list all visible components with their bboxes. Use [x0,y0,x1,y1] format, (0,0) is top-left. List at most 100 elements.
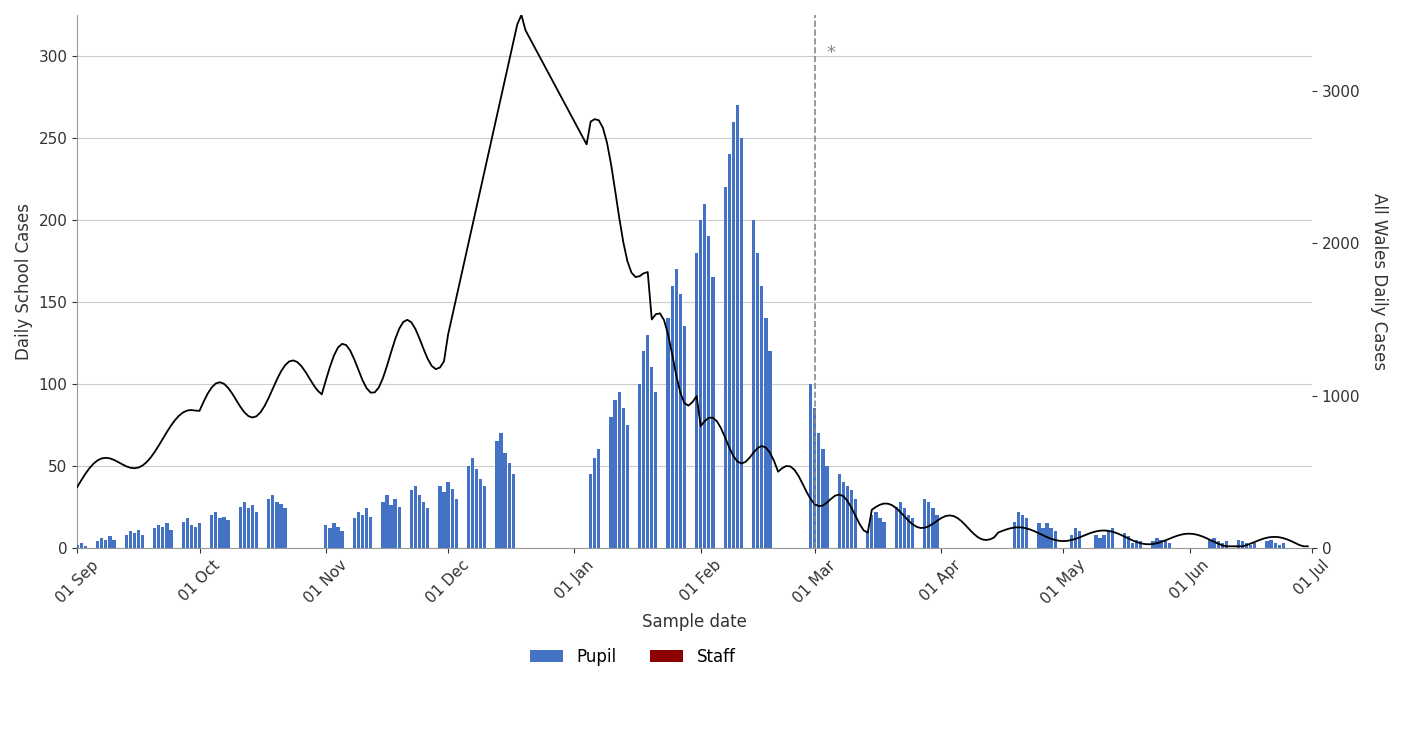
Bar [414,523,417,548]
Bar [882,538,885,548]
Bar [1073,539,1078,548]
Bar [1208,539,1212,548]
Bar [170,530,173,548]
Bar [1103,543,1106,548]
Bar [927,502,930,548]
Bar [361,537,365,548]
Bar [923,498,926,548]
Bar [1242,545,1244,548]
Bar [854,498,857,548]
Bar [1045,523,1048,548]
Bar [1131,546,1134,548]
Bar [239,531,241,548]
Bar [1122,533,1127,548]
Y-axis label: Daily School Cases: Daily School Cases [15,203,34,360]
Bar [157,525,160,548]
Bar [476,517,478,548]
Bar [650,367,654,548]
Bar [140,543,145,548]
Bar [390,531,393,548]
Bar [222,534,226,548]
Bar [418,529,421,548]
Bar [756,253,759,548]
Bar [185,518,189,548]
Bar [410,490,412,548]
Bar [739,384,744,548]
Bar [129,541,132,548]
Bar [728,154,731,548]
Bar [438,485,442,548]
Bar [369,517,372,548]
Bar [95,545,100,548]
Bar [626,498,629,548]
Bar [1167,543,1172,548]
Bar [136,530,140,548]
Bar [609,417,613,548]
Bar [476,469,478,548]
Bar [911,518,915,548]
Bar [390,505,393,548]
Bar [504,452,506,548]
Bar [1094,534,1097,548]
Bar [1244,543,1249,548]
Bar [1135,539,1138,548]
Bar [899,502,902,548]
Bar [478,479,483,548]
Bar [589,518,592,548]
Bar [1026,537,1028,548]
Bar [1167,546,1172,548]
Bar [1021,515,1024,548]
Bar [724,403,727,548]
Bar [471,458,474,548]
Bar [337,526,340,548]
Bar [153,529,156,548]
Bar [810,482,812,548]
Bar [251,505,254,548]
Bar [397,507,401,548]
Bar [1278,545,1281,548]
Bar [675,269,678,548]
Bar [333,523,335,548]
Bar [593,458,596,548]
Bar [825,466,829,548]
Bar [356,534,361,548]
Bar [1013,538,1016,548]
Bar [324,525,327,548]
Bar [341,541,344,548]
Bar [739,138,744,548]
Bar [654,392,658,548]
Bar [613,400,617,548]
Bar [728,390,731,548]
Bar [341,531,344,548]
Bar [1107,531,1110,548]
Bar [189,525,194,548]
Bar [1216,545,1219,548]
Bar [239,507,241,548]
Bar [882,522,885,548]
Bar [1017,512,1020,548]
Bar [1270,545,1273,548]
Bar [100,538,104,548]
Bar [756,430,759,548]
Bar [1099,538,1101,548]
Bar [609,496,613,548]
Bar [1163,545,1167,548]
Bar [275,530,279,548]
Bar [422,530,425,548]
Bar [108,543,111,548]
Bar [328,529,331,548]
Bar [356,512,361,548]
Bar [438,523,442,548]
Bar [446,482,450,548]
Bar [76,545,79,548]
Bar [271,526,275,548]
Bar [817,502,821,548]
Bar [508,463,511,548]
Bar [911,537,915,548]
Bar [814,408,817,548]
Bar [814,492,817,548]
Bar [617,485,620,548]
Bar [279,504,282,548]
Bar [1282,546,1285,548]
Bar [902,509,906,548]
